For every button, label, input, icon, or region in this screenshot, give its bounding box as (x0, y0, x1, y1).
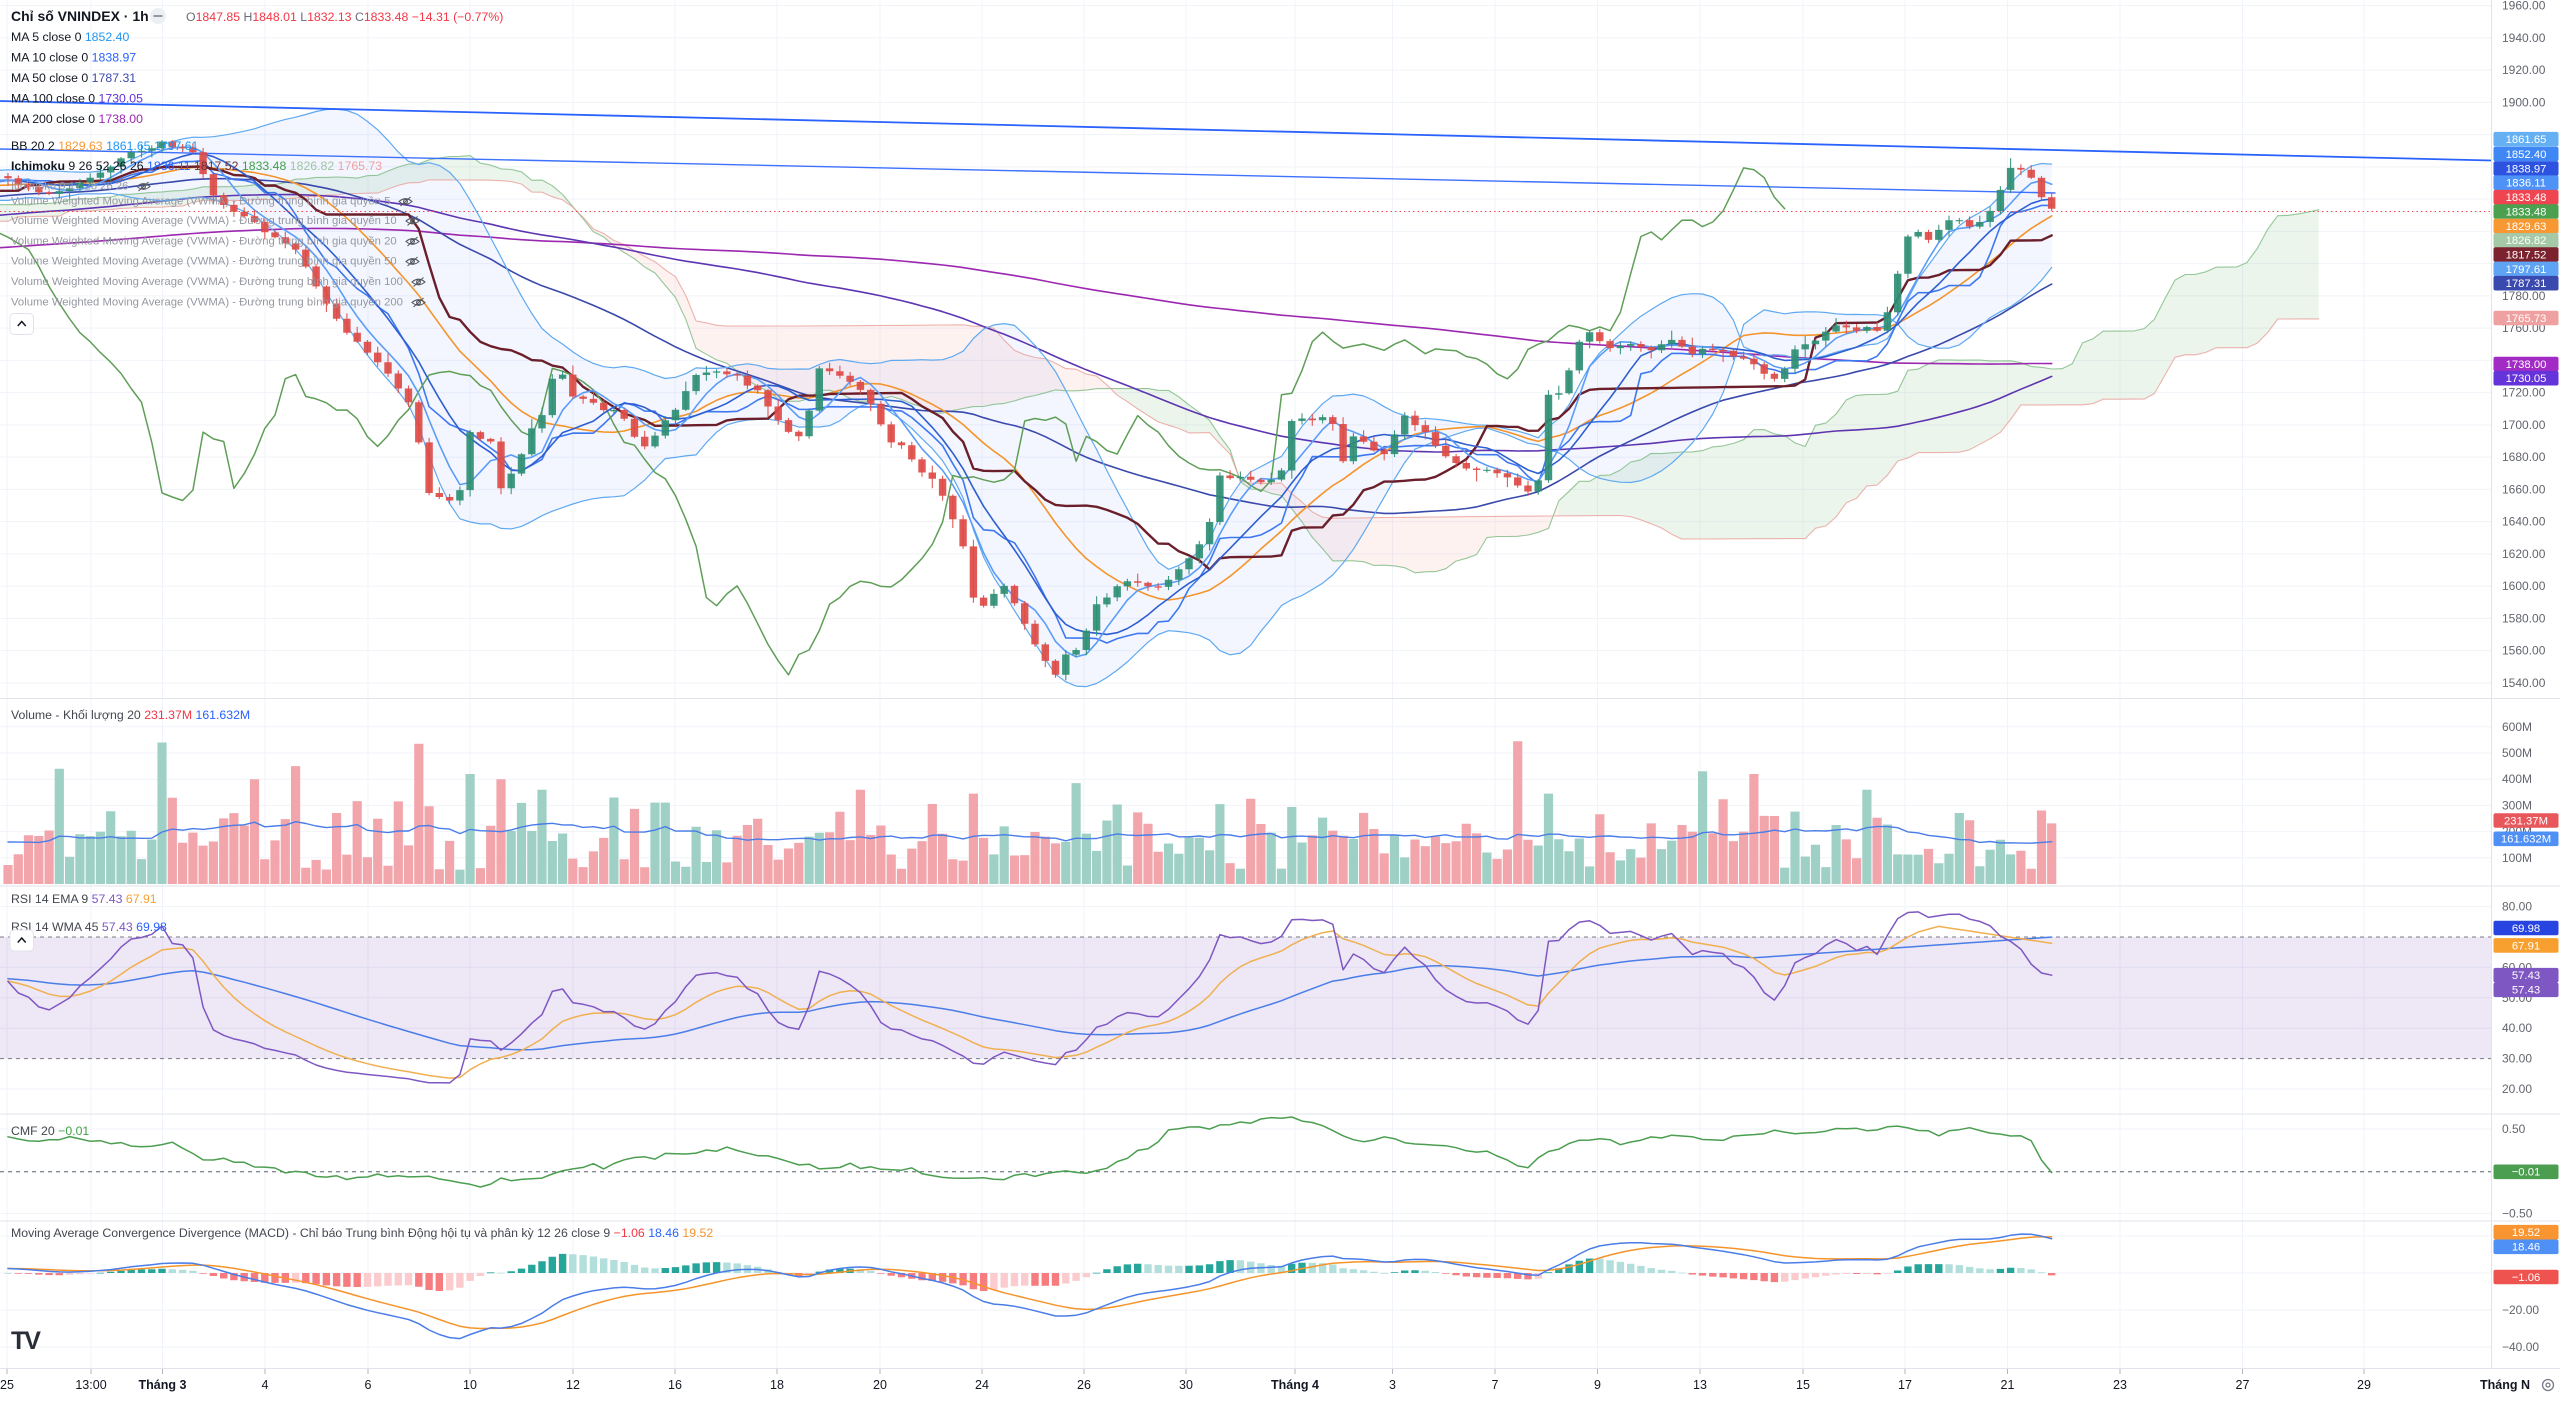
svg-text:MA 5 close 0 1852.40: MA 5 close 0 1852.40 (11, 30, 129, 44)
svg-text:12: 12 (566, 1378, 580, 1392)
svg-text:15: 15 (1796, 1378, 1810, 1392)
svg-text:19.52: 19.52 (2512, 1227, 2540, 1239)
svg-text:26: 26 (1077, 1378, 1091, 1392)
svg-text:231.37M: 231.37M (2504, 815, 2548, 827)
svg-text:Moving Average Convergence Div: Moving Average Convergence Divergence (M… (11, 1226, 713, 1240)
svg-text:MA 200 close 0 1738.00: MA 200 close 0 1738.00 (11, 112, 143, 126)
svg-text:Volume Weighted Moving Average: Volume Weighted Moving Average (VWMA) - … (11, 215, 397, 227)
svg-text:10: 10 (463, 1378, 477, 1392)
svg-text:57.43: 57.43 (2512, 970, 2540, 982)
svg-text:Volume Weighted Moving Average: Volume Weighted Moving Average (VWMA) - … (11, 196, 390, 208)
svg-text:RSI 14 EMA 9 57.43 67.91: RSI 14 EMA 9 57.43 67.91 (11, 892, 157, 906)
svg-text:1660.00: 1660.00 (2502, 482, 2546, 496)
svg-text:1940.00: 1940.00 (2502, 31, 2546, 45)
svg-text:1787.31: 1787.31 (2506, 278, 2547, 290)
svg-text:1600.00: 1600.00 (2502, 579, 2546, 593)
svg-text:27: 27 (2236, 1378, 2250, 1392)
svg-text:17: 17 (1898, 1378, 1912, 1392)
svg-text:Volume Weighted Moving Average: Volume Weighted Moving Average (VWMA) - … (11, 236, 397, 248)
svg-text:400M: 400M (2502, 772, 2532, 786)
svg-text:1720.00: 1720.00 (2502, 386, 2546, 400)
svg-text:1797.61: 1797.61 (2506, 264, 2547, 276)
svg-text:80.00: 80.00 (2502, 900, 2532, 914)
svg-text:1738.00: 1738.00 (2506, 359, 2547, 371)
svg-text:100M: 100M (2502, 851, 2532, 865)
svg-text:24: 24 (975, 1378, 989, 1392)
svg-text:300M: 300M (2502, 798, 2532, 812)
svg-text:30.00: 30.00 (2502, 1052, 2532, 1066)
svg-text:4: 4 (262, 1378, 269, 1392)
svg-text:1826.82: 1826.82 (2506, 235, 2547, 247)
svg-text:1833.48: 1833.48 (2506, 192, 2547, 204)
svg-text:1620.00: 1620.00 (2502, 547, 2546, 561)
svg-text:13:00: 13:00 (75, 1378, 106, 1392)
svg-text:1900.00: 1900.00 (2502, 95, 2546, 109)
svg-text:600M: 600M (2502, 720, 2532, 734)
svg-text:23: 23 (2113, 1378, 2127, 1392)
svg-text:−40.00: −40.00 (2502, 1340, 2539, 1354)
svg-text:1540.00: 1540.00 (2502, 676, 2546, 690)
svg-text:1838.97: 1838.97 (2506, 163, 2547, 175)
svg-text:16: 16 (668, 1378, 682, 1392)
svg-text:−20.00: −20.00 (2502, 1303, 2539, 1317)
svg-text:1700.00: 1700.00 (2502, 418, 2546, 432)
svg-text:1640.00: 1640.00 (2502, 515, 2546, 529)
svg-text:Tháng 4: Tháng 4 (1271, 1378, 1319, 1392)
svg-text:TV: TV (11, 1327, 41, 1355)
svg-text:67.91: 67.91 (2512, 940, 2540, 952)
svg-text:9: 9 (1594, 1378, 1601, 1392)
svg-text:69.98: 69.98 (2512, 923, 2540, 935)
svg-text:1680.00: 1680.00 (2502, 450, 2546, 464)
svg-text:161.632M: 161.632M (2501, 834, 2551, 846)
svg-text:Volume Weighted Moving Average: Volume Weighted Moving Average (VWMA) - … (11, 276, 403, 288)
svg-text:7: 7 (1492, 1378, 1499, 1392)
svg-text:MA 50 close 0 1787.31: MA 50 close 0 1787.31 (11, 71, 136, 85)
svg-text:Volume Weighted Moving Average: Volume Weighted Moving Average (VWMA) - … (11, 297, 403, 309)
svg-text:6: 6 (365, 1378, 372, 1392)
svg-text:Tháng N: Tháng N (2480, 1378, 2530, 1392)
svg-text:1829.63: 1829.63 (2506, 221, 2547, 233)
svg-text:Ichimoku 9 17 26 26 26: Ichimoku 9 17 26 26 26 (11, 181, 128, 193)
svg-text:13: 13 (1693, 1378, 1707, 1392)
svg-text:1836.11: 1836.11 (2506, 178, 2546, 190)
svg-text:−0.01: −0.01 (2512, 1167, 2541, 1179)
svg-text:25: 25 (0, 1378, 14, 1392)
svg-text:−0.50: −0.50 (2502, 1206, 2533, 1220)
svg-text:20.00: 20.00 (2502, 1082, 2532, 1096)
svg-text:20: 20 (873, 1378, 887, 1392)
svg-text:−1.06: −1.06 (2512, 1272, 2541, 1284)
svg-text:30: 30 (1179, 1378, 1193, 1392)
svg-text:MA 100 close 0 1730.05: MA 100 close 0 1730.05 (11, 92, 143, 106)
svg-text:Chỉ số VNINDEX · 1h: Chỉ số VNINDEX · 1h (11, 8, 149, 24)
svg-text:57.43: 57.43 (2512, 985, 2540, 997)
svg-text:1765.73: 1765.73 (2506, 313, 2547, 325)
svg-text:0.50: 0.50 (2502, 1122, 2526, 1136)
svg-text:29: 29 (2357, 1378, 2371, 1392)
svg-text:40.00: 40.00 (2502, 1021, 2532, 1035)
svg-text:1833.48: 1833.48 (2506, 206, 2547, 218)
svg-text:500M: 500M (2502, 746, 2532, 760)
svg-text:1817.52: 1817.52 (2506, 250, 2547, 262)
svg-text:1960.00: 1960.00 (2502, 0, 2546, 13)
svg-text:21: 21 (2001, 1378, 2015, 1392)
svg-text:CMF 20 −0.01: CMF 20 −0.01 (11, 1124, 89, 1138)
svg-text:1780.00: 1780.00 (2502, 289, 2546, 303)
svg-text:18.46: 18.46 (2512, 1242, 2540, 1254)
svg-text:Ichimoku 9 26 52 26 26 1836.1: Ichimoku 9 26 52 26 26 1836.11 1817.52 1… (11, 159, 382, 173)
svg-text:O1847.85 H1848.01 L1832.13 C18: O1847.85 H1848.01 L1832.13 C1833.48 −14.… (186, 10, 503, 24)
svg-text:BB 20 2 1829.63 1861.65 1797.: BB 20 2 1829.63 1861.65 1797.61 (11, 139, 199, 153)
svg-text:18: 18 (770, 1378, 784, 1392)
svg-text:1730.05: 1730.05 (2506, 373, 2547, 385)
svg-text:1920.00: 1920.00 (2502, 63, 2546, 77)
svg-text:Tháng 3: Tháng 3 (139, 1378, 187, 1392)
svg-text:1852.40: 1852.40 (2506, 149, 2547, 161)
svg-text:1560.00: 1560.00 (2502, 644, 2546, 658)
svg-text:MA 10 close 0 1838.97: MA 10 close 0 1838.97 (11, 51, 136, 65)
svg-text:Volume - Khối lượng 20 231.37: Volume - Khối lượng 20 231.37M 161.632M (11, 708, 250, 722)
svg-text:1580.00: 1580.00 (2502, 611, 2546, 625)
svg-text:1861.65: 1861.65 (2506, 134, 2547, 146)
svg-text:Volume Weighted Moving Average: Volume Weighted Moving Average (VWMA) - … (11, 256, 397, 268)
svg-text:3: 3 (1389, 1378, 1396, 1392)
svg-text:RSI 14 WMA 45 57.43 69.98: RSI 14 WMA 45 57.43 69.98 (11, 920, 167, 934)
